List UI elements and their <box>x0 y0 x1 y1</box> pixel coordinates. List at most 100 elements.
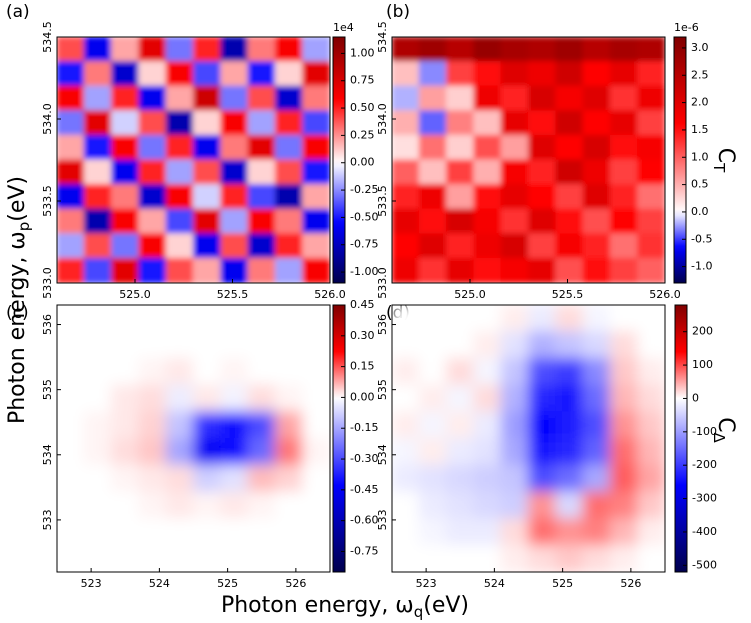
heatmap-cell <box>582 384 611 413</box>
heatmap-cell <box>57 518 85 546</box>
y-tick-label: 534.5 <box>41 21 54 53</box>
heatmap-cell <box>500 518 529 546</box>
colorbar-tick-label: 0.25 <box>350 128 375 141</box>
heatmap-cell <box>111 464 140 493</box>
heatmap-cell <box>193 159 222 186</box>
heatmap-cell <box>528 411 557 439</box>
y-tick-label: 533.5 <box>376 185 389 217</box>
heatmap-cell <box>418 208 448 235</box>
heatmap-cell <box>446 61 475 87</box>
heatmap-cell <box>302 257 330 283</box>
heatmap-cell <box>392 357 420 386</box>
heatmap-cell <box>528 61 557 87</box>
heatmap-cell <box>582 331 611 359</box>
heatmap-cell <box>83 85 113 112</box>
heatmap-cell <box>582 159 611 186</box>
heatmap-cell <box>392 134 420 161</box>
colorbar <box>332 36 346 284</box>
heatmap-cell <box>392 257 420 283</box>
heatmap-cell <box>247 357 276 386</box>
heatmap-cell <box>57 110 85 136</box>
heatmap-cell <box>528 159 557 186</box>
heatmap-cell <box>392 208 420 235</box>
heatmap-cell <box>193 305 222 333</box>
heatmap-cell <box>418 110 448 136</box>
heatmap-cell <box>83 257 113 283</box>
heatmap-cell <box>418 85 448 112</box>
heatmap-cell <box>193 544 222 572</box>
x-label-unit: (eV) <box>423 593 469 618</box>
colorbar <box>674 304 688 573</box>
heatmap-cell <box>418 61 448 87</box>
heatmap-cell <box>193 464 222 493</box>
heatmap-cell <box>528 491 557 520</box>
heatmap-cell <box>220 411 249 439</box>
colorbar-tick-label: 0.45 <box>350 298 375 311</box>
heatmap-cell <box>609 544 639 572</box>
colorbar-label: CΔ <box>711 417 739 443</box>
heatmap-cell <box>302 518 330 546</box>
heatmap-cell <box>57 384 85 413</box>
heatmap-cell <box>637 544 665 572</box>
x-tick-label: 525.0 <box>454 288 486 301</box>
heatmap-cell <box>83 37 113 63</box>
heatmap-cell <box>274 305 304 333</box>
heatmap-cell <box>446 544 475 572</box>
heatmap-cell <box>247 85 276 112</box>
heatmap-cell <box>473 384 502 413</box>
heatmap-cell <box>138 438 167 466</box>
heatmap-cell <box>555 438 584 466</box>
heatmap-cell <box>637 357 665 386</box>
colorbar-tick-label: -0.75 <box>350 238 378 251</box>
heatmap-cell <box>138 518 167 546</box>
x-tick-label: 525 <box>552 577 573 590</box>
colorbar-tick-label: -1.0 <box>691 260 712 273</box>
heatmap-cell <box>57 85 85 112</box>
heatmap-cell <box>392 61 420 87</box>
heatmap-cell <box>302 233 330 259</box>
x-tick-label: 525.0 <box>119 288 151 301</box>
colorbar-tick-label: 3.0 <box>691 41 709 54</box>
heatmap-cell <box>165 491 194 520</box>
colorbar-tick-label: -0.45 <box>350 483 378 496</box>
heatmap-cell <box>473 544 502 572</box>
heatmap-cell <box>220 134 249 161</box>
heatmap-cell <box>274 384 304 413</box>
heatmap-cell <box>637 257 665 283</box>
y-tick-label: 534 <box>41 444 54 465</box>
heatmap-cell <box>83 208 113 235</box>
heatmap-cell <box>274 464 304 493</box>
heatmap-cell <box>220 233 249 259</box>
heatmap-cell <box>637 233 665 259</box>
heatmap-cell <box>220 491 249 520</box>
heatmap-cell <box>138 233 167 259</box>
heatmap-cell <box>83 110 113 136</box>
heatmap-cell <box>111 61 140 87</box>
heatmap-cell <box>138 257 167 283</box>
heatmap-cell <box>473 61 502 87</box>
panel-label: (b) <box>386 2 410 22</box>
heatmap-cell <box>473 411 502 439</box>
heatmap-cell <box>555 85 584 112</box>
heatmap-cell <box>473 110 502 136</box>
heatmap-cell <box>220 85 249 112</box>
heatmap-cell <box>582 411 611 439</box>
heatmap-cell <box>555 331 584 359</box>
heatmap-cell <box>446 438 475 466</box>
heatmap <box>392 37 665 283</box>
heatmap-cell <box>392 305 420 333</box>
heatmap-cell <box>446 464 475 493</box>
colorbar-tick-label: 0.50 <box>350 101 375 114</box>
heatmap-cell <box>165 134 194 161</box>
heatmap-cell <box>609 357 639 386</box>
heatmap-cell <box>446 208 475 235</box>
heatmap-cell <box>138 464 167 493</box>
heatmap-cell <box>555 110 584 136</box>
y-axis-label: Photon energy, ωp(eV) <box>5 176 33 424</box>
heatmap-cell <box>111 85 140 112</box>
heatmap-cell <box>418 464 448 493</box>
heatmap-cell <box>609 464 639 493</box>
heatmap-cell <box>555 159 584 186</box>
heatmap-cell <box>500 159 529 186</box>
heatmap-cell <box>274 159 304 186</box>
